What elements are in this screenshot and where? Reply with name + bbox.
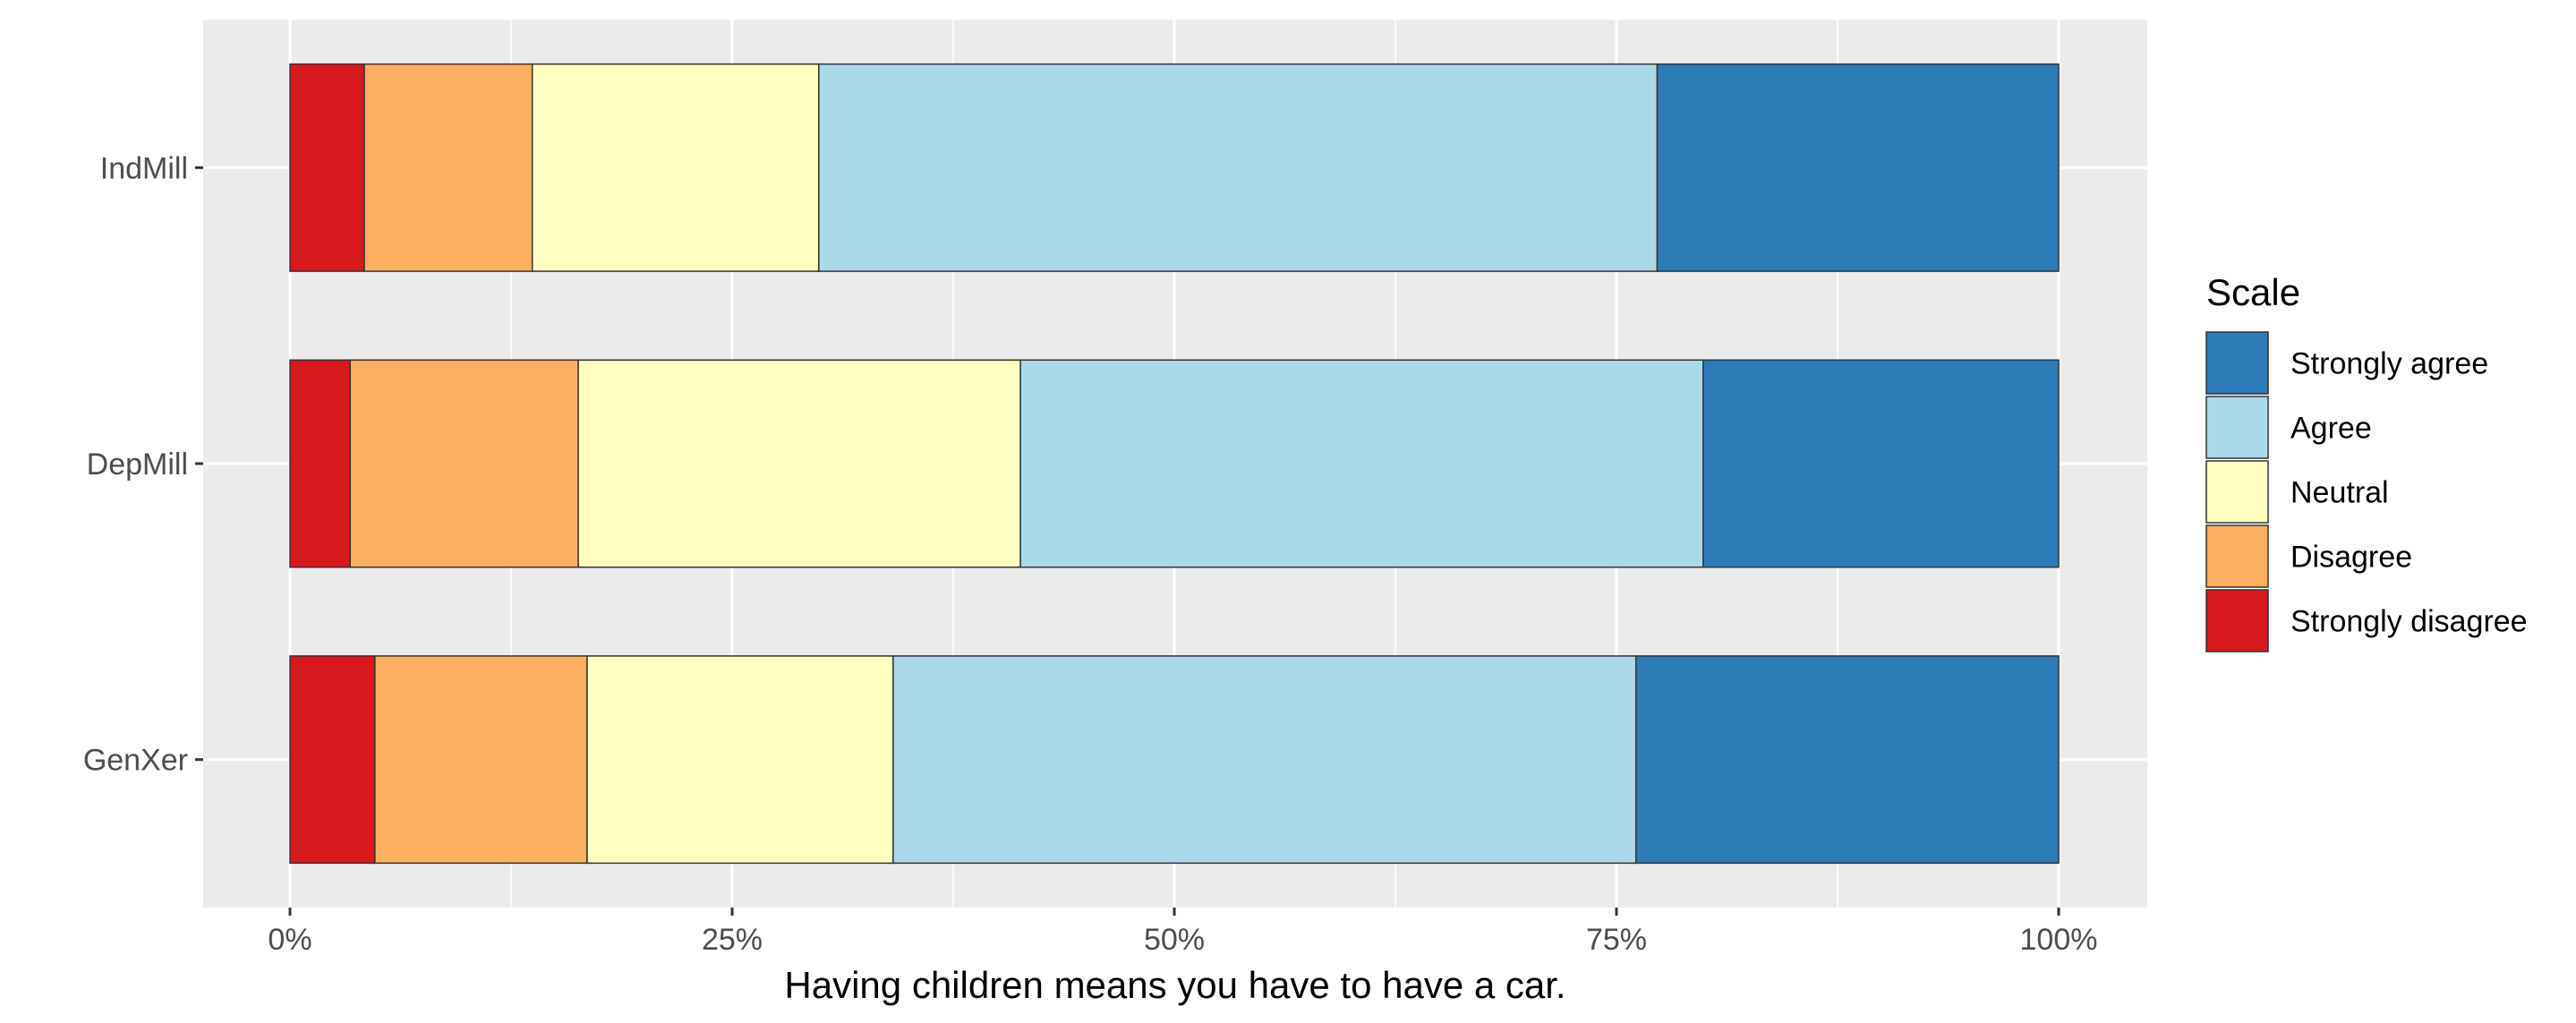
bar-depmill-strongly-agree: [1702, 359, 2060, 568]
x-tick-label: 50%: [1144, 923, 1205, 957]
bar-genxer-neutral: [586, 655, 894, 865]
y-tick-label: GenXer: [83, 744, 188, 778]
x-axis: 0% 25% 50% 75% 100%: [268, 908, 2097, 957]
bar-genxer-strongly-agree: [1634, 655, 2060, 865]
y-tick-label: DepMill: [87, 448, 188, 482]
y-tick-label: IndMill: [100, 151, 188, 185]
bar-genxer-agree: [892, 655, 1637, 865]
legend-key-neutral: [2205, 460, 2269, 524]
bar-depmill-disagree: [349, 359, 579, 568]
legend-label-neutral: Neutral: [2290, 476, 2389, 510]
bar-indmill-strongly-disagree: [289, 63, 365, 272]
x-tick-label: 100%: [2020, 923, 2098, 957]
legend-title: Scale: [2206, 271, 2300, 313]
legend-key-agree: [2205, 396, 2269, 459]
legend-key-disagree: [2205, 524, 2269, 588]
legend-items: Strongly agree Agree Neutral Disagree Strong…: [2205, 331, 2528, 652]
bar-depmill-agree: [1019, 359, 1704, 568]
x-tick-label: 0%: [268, 923, 311, 957]
legend-label-strongly-agree: Strongly agree: [2290, 347, 2488, 381]
legend: Scale Strongly agree Agree Neutral Disagree…: [2205, 271, 2528, 652]
bar-depmill-neutral: [577, 359, 1021, 568]
x-axis-title: Having children means you have to have a…: [784, 964, 1565, 1006]
legend-key-strongly-disagree: [2205, 589, 2269, 652]
bar-indmill-strongly-agree: [1656, 63, 2060, 272]
x-tick-label: 75%: [1586, 923, 1647, 957]
legend-label-strongly-disagree: Strongly disagree: [2290, 605, 2528, 639]
bar-depmill-strongly-disagree: [289, 359, 351, 568]
x-tick-label: 25%: [702, 923, 763, 957]
bar-genxer-strongly-disagree: [289, 655, 376, 865]
bar-indmill-disagree: [363, 63, 533, 272]
legend-label-agree: Agree: [2290, 412, 2372, 446]
bar-genxer-disagree: [374, 655, 588, 865]
legend-key-strongly-agree: [2205, 331, 2269, 395]
bar-indmill-neutral: [531, 63, 820, 272]
legend-label-disagree: Disagree: [2290, 541, 2412, 575]
bar-indmill-agree: [818, 63, 1659, 272]
bars: [289, 63, 2060, 865]
y-axis: IndMill DepMill GenXer: [83, 151, 203, 778]
